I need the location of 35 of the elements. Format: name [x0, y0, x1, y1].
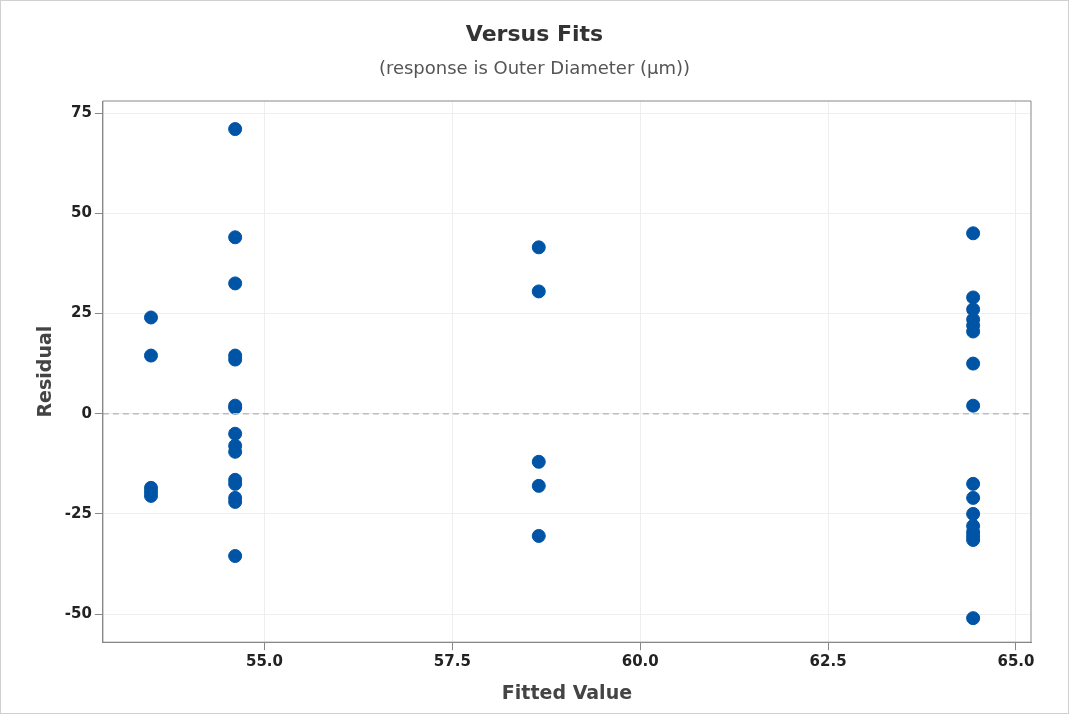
point [966, 356, 981, 371]
point [531, 528, 546, 543]
point [966, 476, 981, 491]
x-tick-label: 65.0 [997, 652, 1035, 671]
chart-subtitle: (response is Outer Diameter (µm)) [377, 57, 692, 78]
point [228, 426, 243, 441]
point [228, 230, 243, 245]
y-tick-label: -50 [64, 604, 92, 623]
point [966, 398, 981, 413]
y-tick-label: 50 [71, 203, 92, 222]
point [531, 240, 546, 255]
point [228, 276, 243, 291]
point [531, 454, 546, 469]
point [966, 611, 981, 626]
y-tick-label: 75 [71, 102, 92, 121]
point [144, 310, 158, 325]
x-axis-title: Fitted Value [501, 680, 633, 703]
chart-title: Versus Fits [464, 21, 605, 46]
point [966, 506, 981, 521]
x-tick-label: 55.0 [245, 652, 283, 671]
point [531, 478, 546, 493]
point [966, 490, 981, 505]
x-tick-label: 57.5 [433, 652, 471, 671]
point [966, 226, 981, 241]
point [966, 290, 981, 305]
point [228, 122, 243, 137]
x-tick-label: 60.0 [621, 652, 659, 671]
point [144, 348, 158, 363]
y-axis-title: Residual [33, 325, 56, 418]
y-tick-label: 0 [81, 403, 92, 422]
y-tick-label: 25 [71, 303, 92, 322]
x-tick-label: 62.5 [809, 652, 847, 671]
point [228, 549, 243, 564]
y-tick-label: -25 [64, 503, 92, 522]
point [531, 284, 546, 299]
